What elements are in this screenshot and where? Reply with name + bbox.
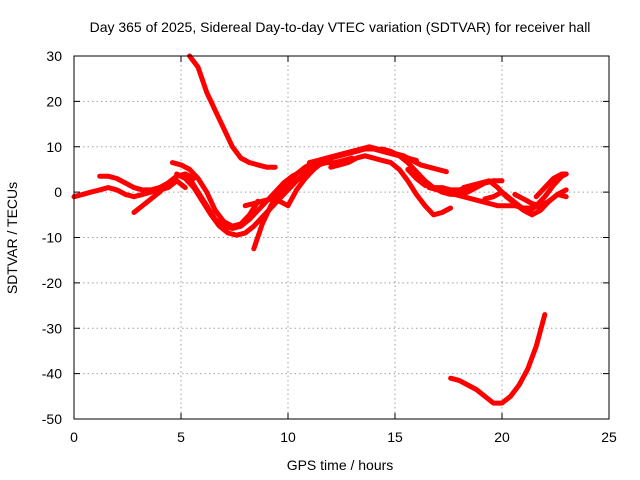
y-axis-label: SDTVAR / TECUs bbox=[4, 182, 20, 294]
series-track-11 bbox=[306, 144, 449, 175]
y-tick-label: 20 bbox=[46, 93, 62, 109]
series-track-20 bbox=[448, 312, 548, 406]
series-track-8 bbox=[242, 196, 291, 209]
y-tick-label: -30 bbox=[42, 320, 62, 336]
x-tick-label: 5 bbox=[177, 429, 185, 445]
grid bbox=[74, 56, 609, 419]
series-track-15 bbox=[426, 185, 552, 211]
series-group bbox=[71, 53, 569, 406]
series-track-7 bbox=[187, 53, 278, 170]
series-track-12 bbox=[328, 153, 454, 218]
x-axis-label: GPS time / hours bbox=[287, 457, 394, 473]
y-tick-label: 10 bbox=[46, 139, 62, 155]
x-tick-label: 20 bbox=[494, 429, 510, 445]
series-track-18 bbox=[512, 187, 569, 209]
series-track-19 bbox=[533, 171, 569, 200]
y-tick-label: 30 bbox=[46, 48, 62, 64]
x-tick-label: 15 bbox=[387, 429, 403, 445]
y-tick-label: 0 bbox=[54, 184, 62, 200]
x-tick-label: 10 bbox=[280, 429, 296, 445]
series-track-17 bbox=[482, 171, 569, 215]
x-tick-label: 25 bbox=[601, 429, 617, 445]
axis-ticks: 0 5 10 15 20 25 30 20 10 0 -10 -20 -30 -40 -50 bbox=[42, 48, 617, 445]
y-tick-label: -50 bbox=[42, 411, 62, 427]
y-tick-label: -20 bbox=[42, 275, 62, 291]
y-tick-label: -40 bbox=[42, 366, 62, 382]
x-tick-label: 0 bbox=[70, 429, 78, 445]
chart-title: Day 365 of 2025, Sidereal Day-to-day VTE… bbox=[90, 19, 591, 35]
y-tick-label: -10 bbox=[42, 230, 62, 246]
